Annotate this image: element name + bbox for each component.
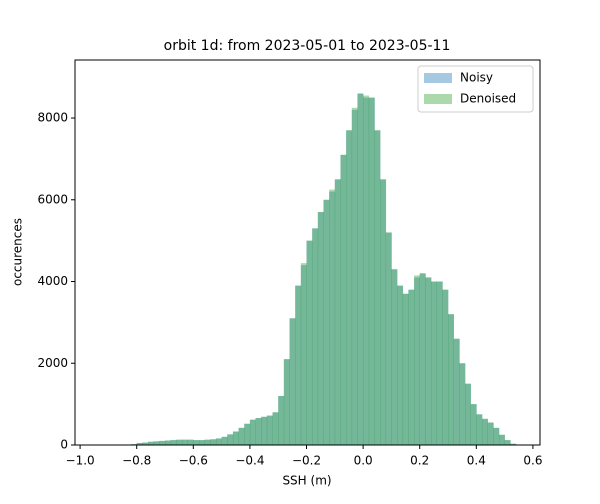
x-tick-label: 0.4 — [467, 454, 486, 468]
histogram-bar — [357, 94, 363, 445]
histogram-bar — [414, 275, 420, 445]
y-tick-label: 8000 — [37, 111, 68, 125]
histogram-bar — [391, 269, 397, 445]
histogram-bar — [425, 277, 431, 445]
histogram-bar — [374, 130, 380, 445]
histogram-bar — [165, 441, 171, 445]
x-tick-label: 0.0 — [354, 454, 373, 468]
histogram-bar — [408, 290, 414, 445]
histogram-bar — [261, 417, 267, 445]
x-tick-label: −0.4 — [235, 454, 264, 468]
histogram-bar — [482, 419, 488, 445]
y-tick-label: 4000 — [37, 274, 68, 288]
histogram-bar — [488, 423, 494, 445]
histogram-bar — [476, 414, 482, 445]
histogram-bar — [437, 282, 443, 445]
y-tick-label: 2000 — [37, 356, 68, 370]
histogram-bar — [323, 200, 329, 445]
histogram-bar — [205, 440, 211, 445]
histogram-bar — [273, 412, 279, 445]
histogram-bar — [442, 290, 448, 445]
histogram-bar — [318, 212, 324, 445]
histogram-bar — [256, 418, 262, 445]
histogram-bar — [284, 359, 290, 445]
y-tick-label: 0 — [60, 438, 68, 452]
histogram-bar — [244, 424, 250, 445]
histogram-bar — [493, 428, 499, 445]
histogram-bar — [193, 440, 199, 445]
y-axis-label: occurences — [11, 218, 25, 286]
legend-swatch — [424, 94, 452, 104]
histogram-bar — [182, 440, 188, 445]
histogram-bar — [154, 441, 160, 445]
histogram-bar — [335, 179, 341, 445]
histogram-bar — [397, 286, 403, 445]
histogram-bar — [227, 434, 233, 445]
histogram-bar — [459, 363, 465, 445]
histogram-bar — [499, 435, 505, 445]
histogram-bar — [420, 273, 426, 445]
histogram-bar — [312, 228, 318, 445]
histogram-bar — [216, 438, 222, 445]
histogram-bar — [505, 440, 511, 445]
x-tick-label: −0.6 — [179, 454, 208, 468]
histogram-bar — [176, 440, 182, 445]
histogram-bar — [290, 318, 296, 445]
histogram-bar — [307, 241, 313, 445]
histogram-bar — [295, 286, 301, 445]
histogram-bar — [329, 190, 335, 445]
legend-swatch — [424, 73, 452, 83]
histogram-bar — [159, 441, 165, 445]
histogram-bar — [431, 282, 437, 445]
x-tick-label: −1.0 — [66, 454, 95, 468]
histogram-bar — [352, 108, 358, 445]
histogram-bar — [340, 155, 346, 445]
x-tick-label: 0.6 — [523, 454, 542, 468]
histogram-bar — [448, 314, 454, 445]
histogram-bar — [403, 294, 409, 445]
histogram-bar — [171, 440, 177, 445]
x-tick-label: −0.2 — [292, 454, 321, 468]
chart-title: orbit 1d: from 2023-05-01 to 2023-05-11 — [164, 38, 451, 54]
histogram-bar — [363, 96, 369, 445]
histogram-bar — [301, 263, 307, 445]
y-tick-label: 6000 — [37, 192, 68, 206]
histogram-bar — [369, 98, 375, 445]
x-axis-label: SSH (m) — [282, 474, 331, 488]
histogram-bar — [267, 416, 273, 445]
histogram-bar — [346, 130, 352, 445]
histogram-bar — [250, 420, 256, 445]
histogram-bar — [278, 396, 284, 445]
legend-label: Denoised — [460, 92, 516, 106]
x-tick-label: −0.8 — [122, 454, 151, 468]
histogram-bar — [380, 179, 386, 445]
histogram-bar — [386, 232, 392, 445]
histogram-bar — [210, 439, 216, 445]
histogram-bar — [222, 437, 228, 445]
x-tick-label: 0.2 — [410, 454, 429, 468]
histogram-bar — [471, 404, 477, 445]
legend-label: Noisy — [460, 71, 493, 85]
histogram-bar — [465, 384, 471, 445]
histogram-bar — [233, 432, 239, 445]
histogram-bar — [188, 440, 194, 445]
histogram-bar — [239, 428, 245, 445]
histogram-bar — [454, 339, 460, 445]
histogram-bar — [199, 440, 205, 445]
